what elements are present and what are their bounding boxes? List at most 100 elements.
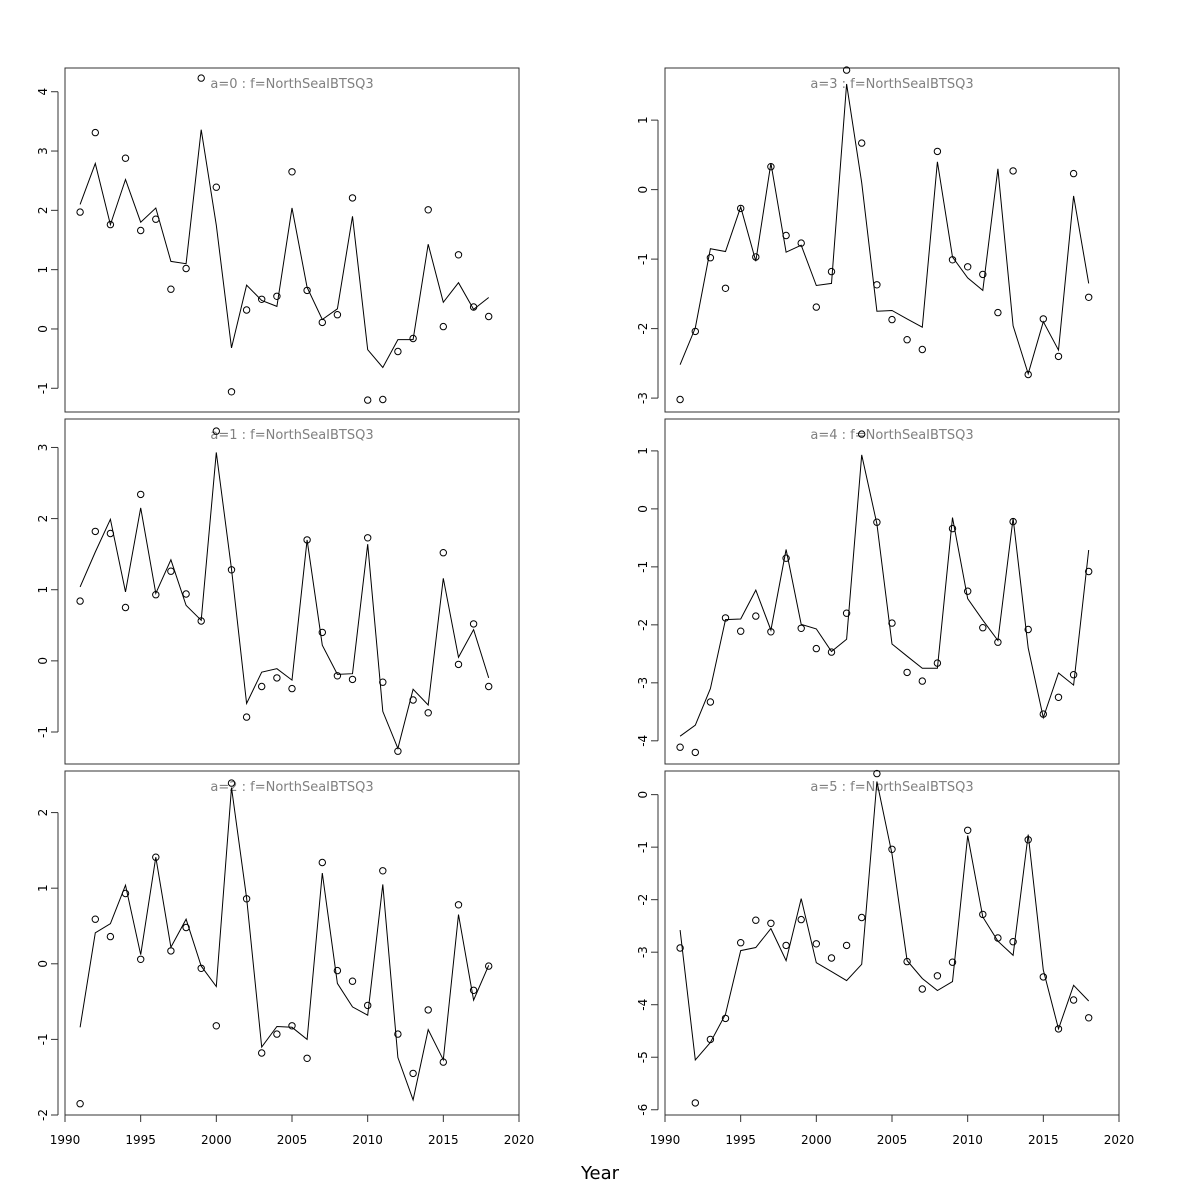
data-point xyxy=(454,251,463,259)
data-point xyxy=(76,208,84,216)
data-point xyxy=(121,154,130,162)
y-tick-label: 0 xyxy=(36,960,50,968)
data-point xyxy=(767,919,775,927)
data-point xyxy=(1054,352,1063,361)
data-point xyxy=(91,915,100,923)
data-point xyxy=(273,1030,281,1038)
data-point xyxy=(258,682,266,691)
y-tick-label: 0 xyxy=(636,186,650,194)
data-point xyxy=(1054,1025,1063,1033)
data-point xyxy=(721,284,730,292)
plot-frame xyxy=(664,418,1120,765)
y-tick-label: 0 xyxy=(36,657,50,665)
data-point xyxy=(964,587,972,595)
data-point xyxy=(737,627,745,635)
panel-title: a=0 : f=NorthSeaIBTSQ3 xyxy=(210,77,373,92)
y-tick-label: -1 xyxy=(636,253,650,265)
data-point xyxy=(1085,1014,1093,1022)
data-point xyxy=(288,684,296,693)
data-point xyxy=(288,168,296,176)
data-point xyxy=(333,311,342,319)
panel-title: a=1 : f=NorthSeaIBTSQ3 xyxy=(210,428,373,443)
y-tick-label: 0 xyxy=(636,505,650,513)
data-point xyxy=(676,743,684,751)
data-point xyxy=(873,769,881,778)
x-tick-label: 2020 xyxy=(504,1133,535,1147)
data-point xyxy=(485,962,493,970)
data-point xyxy=(888,315,896,324)
y-tick-label: 4 xyxy=(36,88,50,96)
data-point xyxy=(212,427,221,435)
data-point xyxy=(1009,938,1017,946)
data-point xyxy=(424,206,432,214)
data-point xyxy=(379,867,387,875)
y-tick-label: 1 xyxy=(36,266,50,274)
panel-title: a=4 : f=NorthSeaIBTSQ3 xyxy=(810,428,973,443)
data-point xyxy=(182,590,190,598)
y-tick-label: -3 xyxy=(636,392,650,404)
fitted-line xyxy=(679,83,1090,376)
data-point xyxy=(333,966,342,975)
data-point xyxy=(737,204,745,213)
data-point xyxy=(1039,973,1048,981)
data-point xyxy=(137,490,145,499)
data-point xyxy=(348,194,357,202)
data-point xyxy=(782,554,790,562)
data-point xyxy=(873,281,881,289)
y-tick-label: 3 xyxy=(36,147,50,155)
panel-0: -1 0 1 2 3 4 a=0 : f=NorthSeaIBTSQ3 xyxy=(36,67,520,413)
data-point xyxy=(691,748,699,757)
data-point xyxy=(1085,567,1093,576)
data-point xyxy=(485,312,493,321)
plot-frame xyxy=(664,770,1120,1116)
panel-2: -1 0 1 2 3 a=1 : f=NorthSeaIBTSQ3 xyxy=(36,418,520,765)
y-tick-label: -1 xyxy=(36,382,50,394)
data-point xyxy=(1024,625,1032,634)
x-tick-label: 2005 xyxy=(877,1133,908,1147)
x-tick-label: 2000 xyxy=(801,1133,832,1147)
data-point xyxy=(1069,169,1078,178)
data-point xyxy=(137,226,145,235)
fitted-line xyxy=(79,787,490,1102)
data-point xyxy=(258,1049,266,1057)
panel-title: a=5 : f=NorthSeaIBTSQ3 xyxy=(810,780,973,795)
data-point xyxy=(1069,996,1078,1004)
data-point xyxy=(121,603,130,612)
data-point xyxy=(364,534,372,542)
data-point xyxy=(454,901,463,909)
data-point xyxy=(827,267,836,276)
data-point xyxy=(76,1100,84,1108)
panel-title: a=3 : f=NorthSeaIBTSQ3 xyxy=(810,77,973,92)
x-tick-label: 2015 xyxy=(428,1133,459,1147)
fitted-line xyxy=(679,454,1090,737)
panel-4: -2 -1 0 1 2 1990 1995 2000 2005 2010 2015 2020 a=2 :… xyxy=(36,770,535,1147)
data-point xyxy=(273,292,281,300)
y-tick-label: -2 xyxy=(636,894,650,906)
data-point xyxy=(858,139,866,147)
data-point xyxy=(273,674,281,682)
data-point xyxy=(964,826,972,834)
data-point xyxy=(752,612,760,620)
data-point xyxy=(318,628,326,637)
data-point xyxy=(812,940,820,948)
y-tick-label: -2 xyxy=(36,1109,50,1121)
data-point xyxy=(706,698,715,706)
data-point xyxy=(827,648,836,656)
data-point xyxy=(903,336,911,344)
data-point xyxy=(994,308,1002,317)
y-tick-label: 1 xyxy=(636,116,650,124)
data-point xyxy=(918,985,926,993)
data-point xyxy=(212,183,221,191)
plot-frame xyxy=(64,67,520,413)
data-point xyxy=(167,285,175,293)
data-point xyxy=(439,322,447,331)
data-point xyxy=(318,858,326,867)
data-point xyxy=(1024,370,1032,379)
data-point xyxy=(227,388,236,396)
fitted-line xyxy=(679,781,1090,1062)
data-point xyxy=(1069,671,1078,679)
data-point xyxy=(469,986,478,994)
fitted-line xyxy=(79,452,490,750)
data-point xyxy=(409,334,417,343)
data-point xyxy=(348,675,357,684)
